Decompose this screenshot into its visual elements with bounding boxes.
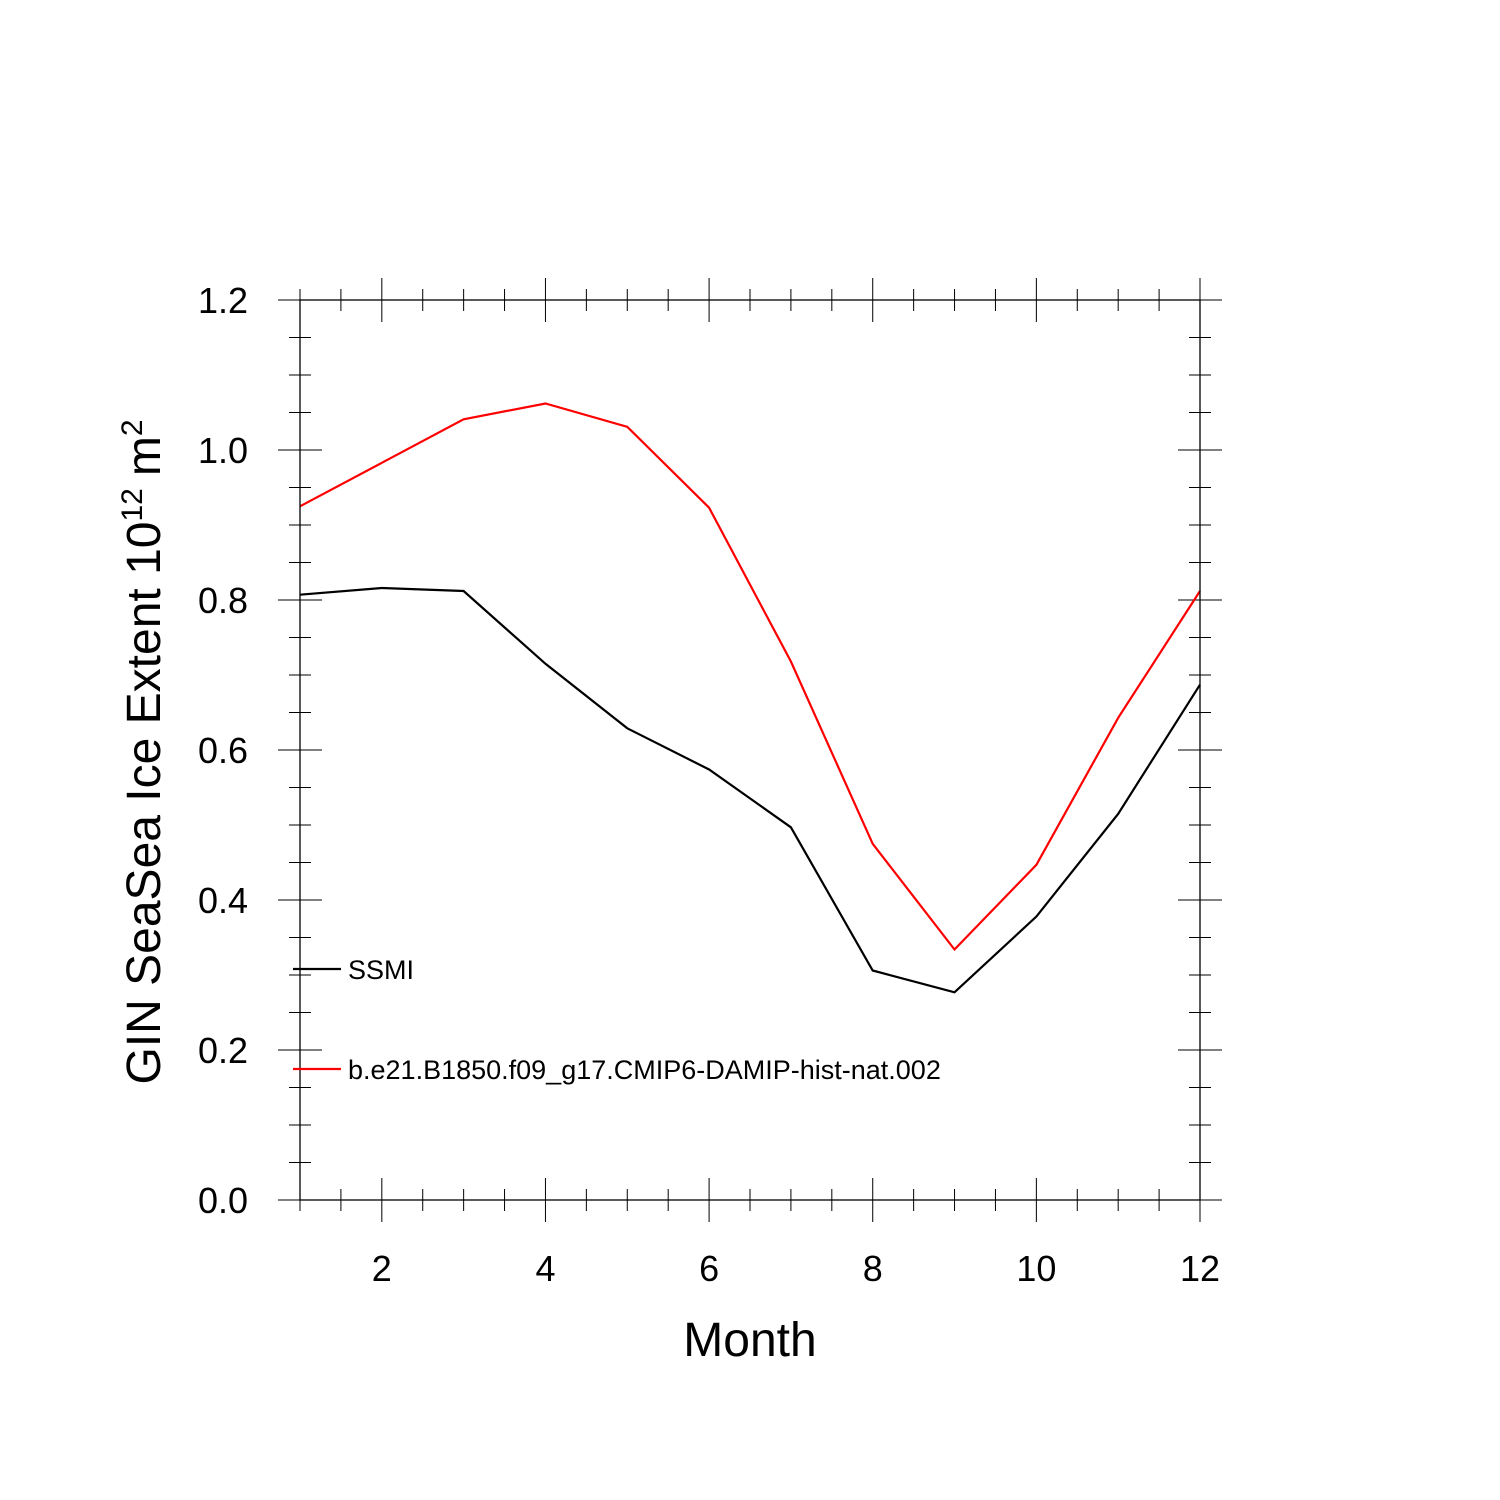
series-line — [299, 586, 1201, 994]
y-tick-label: 1.2 — [198, 280, 248, 321]
series-line — [299, 402, 1201, 952]
legend: SSMI b.e21.B1850.f09_g17.CMIP6-DAMIP-hist… — [293, 955, 941, 1085]
y-axis-title-unit: m — [118, 436, 171, 476]
y-axis-title-main: GIN SeaSea Ice Extent 10 — [118, 522, 171, 1085]
y-tick-label: 1.0 — [198, 430, 248, 471]
y-tick-label: 0.0 — [198, 1180, 248, 1221]
y-axis-title-exponent: 12 — [116, 488, 149, 521]
y-tick-label: 0.8 — [198, 580, 248, 621]
legend-label: SSMI — [348, 955, 414, 985]
y-tick-label: 0.2 — [198, 1030, 248, 1071]
y-tick-label: 0.6 — [198, 730, 248, 771]
y-axis-title: GIN SeaSea Ice Extent 1012 m2 — [116, 419, 171, 1084]
y-tick-label: 0.4 — [198, 880, 248, 921]
x-tick-label: 4 — [535, 1248, 555, 1289]
x-tick-label: 10 — [1016, 1248, 1056, 1289]
x-tick-label: 12 — [1180, 1248, 1220, 1289]
x-axis-title: Month — [683, 1314, 816, 1367]
legend-label: b.e21.B1850.f09_g17.CMIP6-DAMIP-hist-nat… — [348, 1055, 941, 1085]
x-tick-label: 6 — [699, 1248, 719, 1289]
series-lines — [299, 402, 1201, 994]
tick-labels: 0.0 0.2 0.4 0.6 0.8 1.0 1.2 2 4 6 8 10 12 — [198, 280, 1220, 1289]
y-axis-title-unit-exponent: 2 — [116, 419, 149, 436]
plot-frame — [299, 299, 1201, 1201]
x-tick-label: 2 — [372, 1248, 392, 1289]
x-tick-label: 8 — [863, 1248, 883, 1289]
